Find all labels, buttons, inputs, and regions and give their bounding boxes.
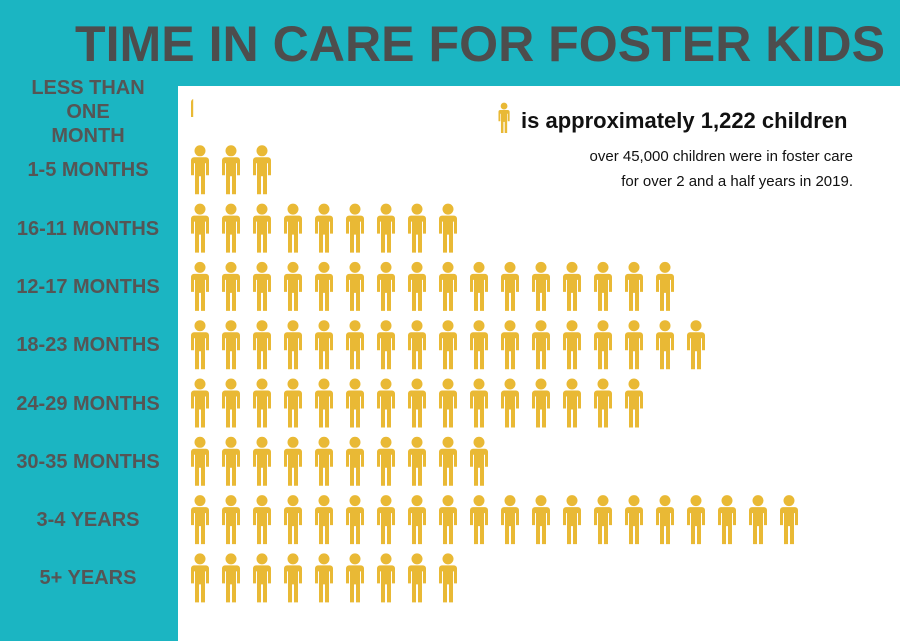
note: over 45,000 children were in foster care	[590, 148, 853, 165]
note: for over 2 and a half years in 2019.	[621, 173, 853, 190]
chart-title: TIME IN CARE FOR FOSTER KIDS	[75, 16, 885, 72]
category-label: 30-35 MONTHS	[16, 450, 160, 473]
category-label: 12-17 MONTHS	[16, 275, 160, 298]
category-label: 5+ YEARS	[39, 567, 137, 590]
category-label: LESS THAN ONE MONTH	[31, 77, 145, 147]
category-label: 16-11 MONTHS	[16, 217, 160, 240]
category-label: 24-29 MONTHS	[16, 392, 160, 415]
category-label: 18-23 MONTHS	[16, 334, 160, 357]
category-label: 1-5 MONTHS	[27, 159, 149, 182]
category-label: 3-4 YEARS	[36, 509, 140, 532]
legend-label: is approximately 1,222 children	[521, 108, 847, 133]
